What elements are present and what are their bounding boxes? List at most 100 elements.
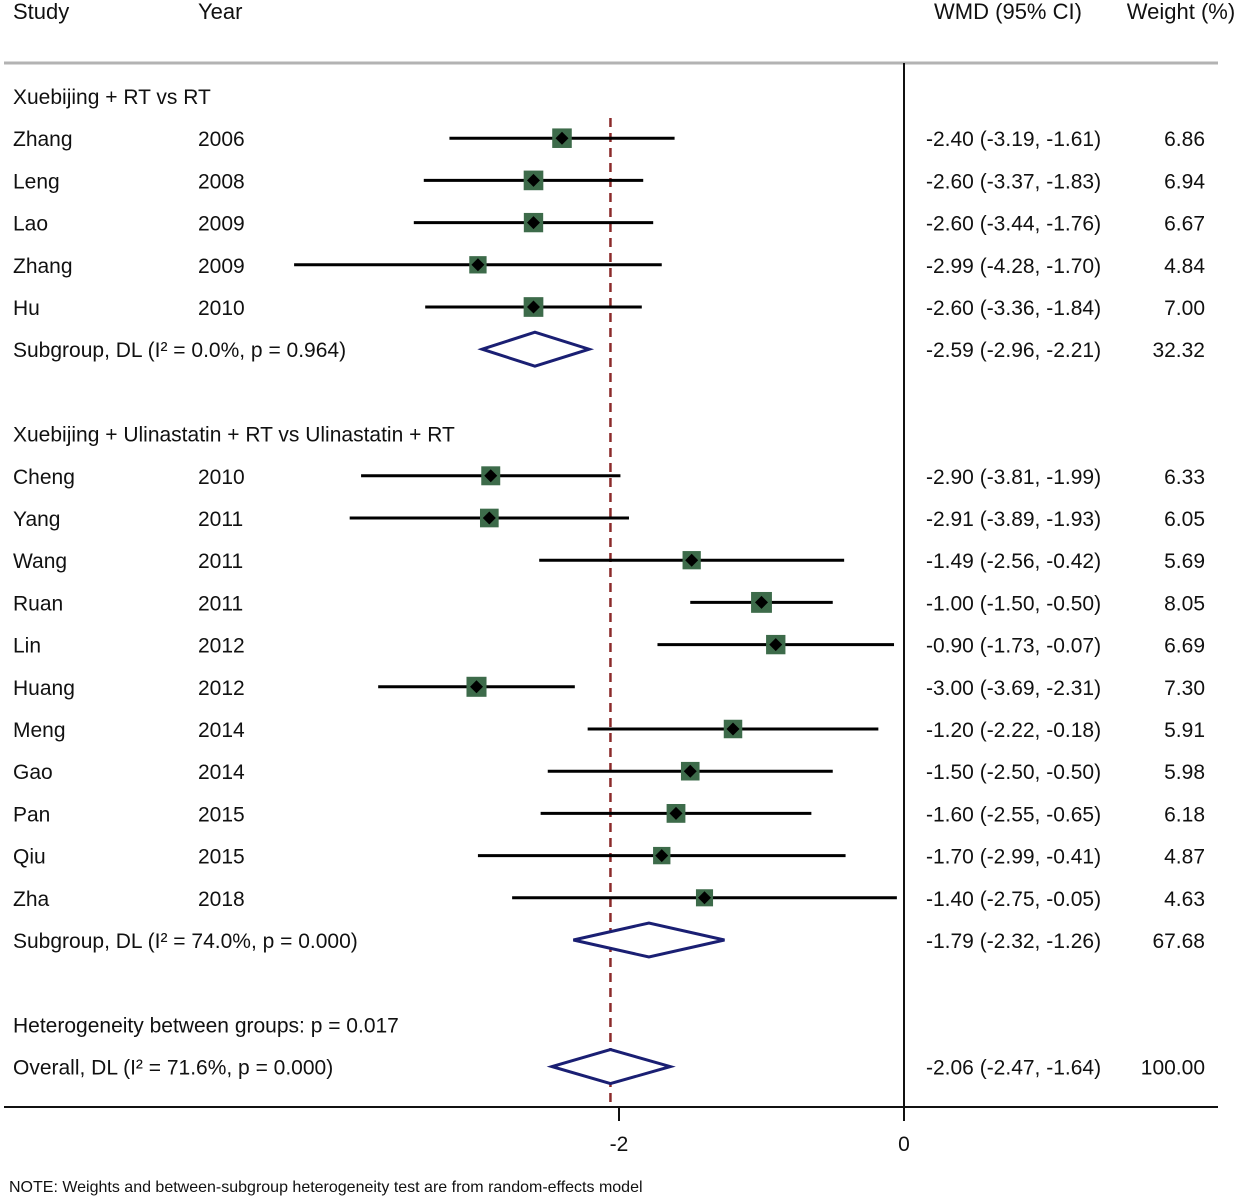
subgroup-summary-weight: 67.68 <box>1152 930 1205 953</box>
study-name: Zhang <box>13 255 73 278</box>
study-name: Yang <box>13 508 61 531</box>
study-weight: 6.05 <box>1164 508 1205 531</box>
subgroup-summary-diamond <box>477 330 595 368</box>
study-ci: -1.50 (-2.50, -0.50) <box>926 761 1101 784</box>
header-year: Year <box>198 0 242 24</box>
study-weight: 6.69 <box>1164 635 1205 658</box>
study-ci: -2.60 (-3.37, -1.83) <box>926 170 1101 193</box>
point-estimate <box>484 469 498 483</box>
study-ci: -1.40 (-2.75, -0.05) <box>926 888 1101 911</box>
point-estimate <box>655 849 669 863</box>
study-weight: 6.94 <box>1164 170 1205 193</box>
frame-rules <box>4 61 1218 1108</box>
study-year: 2014 <box>198 719 245 742</box>
study-name: Cheng <box>13 466 75 489</box>
study-weight: 4.63 <box>1164 888 1205 911</box>
study-name: Zhang <box>13 128 73 151</box>
subgroup-summary-label: Subgroup, DL (I² = 74.0%, p = 0.000) <box>13 930 358 953</box>
study-name: Gao <box>13 761 53 784</box>
study-year: 2006 <box>198 128 245 151</box>
study-year: 2008 <box>198 170 245 193</box>
study-year: 2015 <box>198 803 245 826</box>
study-ci: -2.40 (-3.19, -1.61) <box>926 128 1101 151</box>
study-name: Zha <box>13 888 50 911</box>
study-weight: 6.18 <box>1164 803 1205 826</box>
study-year: 2011 <box>198 550 243 573</box>
study-weight: 6.67 <box>1164 213 1205 236</box>
header-study: Study <box>13 0 69 24</box>
x-tick-label: 0 <box>898 1133 910 1156</box>
row-labels: Xuebijing + RT vs RT Zhang 2006 -2.40 (-3.1… <box>13 86 1205 1080</box>
study-ci: -1.49 (-2.56, -0.42) <box>926 550 1101 573</box>
plot-area <box>294 63 905 1107</box>
study-ci: -1.00 (-1.50, -0.50) <box>926 592 1101 615</box>
study-ci: -2.99 (-4.28, -1.70) <box>926 255 1101 278</box>
header-weight: Weight (%) <box>1127 0 1235 24</box>
study-year: 2011 <box>198 508 243 531</box>
study-weight: 5.69 <box>1164 550 1205 573</box>
study-year: 2010 <box>198 466 245 489</box>
point-estimate <box>726 722 740 736</box>
subgroup-summary-weight: 32.32 <box>1152 339 1205 362</box>
study-year: 2009 <box>198 255 245 278</box>
point-estimate <box>769 638 783 652</box>
study-name: Huang <box>13 677 75 700</box>
point-estimate <box>527 173 540 187</box>
study-name: Leng <box>13 170 60 193</box>
header-effect: WMD (95% CI) <box>934 0 1082 24</box>
study-weight: 5.91 <box>1164 719 1205 742</box>
study-weight: 7.00 <box>1164 297 1205 320</box>
study-ci: -3.00 (-3.69, -2.31) <box>926 677 1101 700</box>
study-year: 2014 <box>198 761 245 784</box>
point-estimate <box>685 553 699 567</box>
study-name: Wang <box>13 550 67 573</box>
overall-summary-weight: 100.00 <box>1141 1057 1205 1080</box>
overall-summary-label: Overall, DL (I² = 71.6%, p = 0.000) <box>13 1057 333 1080</box>
study-year: 2012 <box>198 677 245 700</box>
study-name: Ruan <box>13 592 63 615</box>
study-name: Lin <box>13 635 41 658</box>
study-ci: -2.60 (-3.44, -1.76) <box>926 213 1101 236</box>
study-name: Pan <box>13 803 50 826</box>
point-estimate <box>669 806 683 820</box>
subgroup-title: Xuebijing + Ulinastatin + RT vs Ulinasta… <box>13 424 455 447</box>
heterogeneity-label: Heterogeneity between groups: p = 0.017 <box>13 1014 399 1037</box>
overall-summary-ci: -2.06 (-2.47, -1.64) <box>926 1057 1101 1080</box>
point-estimate <box>470 680 483 694</box>
point-estimate <box>755 595 768 609</box>
study-name: Lao <box>13 213 48 236</box>
study-ci: -1.20 (-2.22, -0.18) <box>926 719 1101 742</box>
study-year: 2010 <box>198 297 245 320</box>
study-ci: -0.90 (-1.73, -0.07) <box>926 635 1101 658</box>
study-weight: 6.86 <box>1164 128 1205 151</box>
subgroup-summary-ci: -1.79 (-2.32, -1.26) <box>926 930 1101 953</box>
study-weight: 5.98 <box>1164 761 1205 784</box>
point-estimate <box>471 258 485 272</box>
study-year: 2011 <box>198 592 243 615</box>
study-year: 2018 <box>198 888 245 911</box>
point-estimate <box>555 131 569 145</box>
x-tick-label: -2 <box>610 1133 629 1156</box>
study-ci: -2.60 (-3.36, -1.84) <box>926 297 1101 320</box>
study-name: Qiu <box>13 846 46 869</box>
point-estimate <box>683 764 697 778</box>
study-year: 2012 <box>198 635 245 658</box>
study-weight: 4.87 <box>1164 846 1205 869</box>
point-estimate <box>482 511 496 525</box>
subgroup-summary-label: Subgroup, DL (I² = 0.0%, p = 0.964) <box>13 339 346 362</box>
point-estimate <box>698 891 711 905</box>
study-ci: -1.60 (-2.55, -0.65) <box>926 803 1101 826</box>
study-weight: 8.05 <box>1164 592 1205 615</box>
subgroup-summary-diamond <box>573 921 725 959</box>
footnote: NOTE: Weights and between-subgroup heter… <box>9 1179 643 1196</box>
subgroup-title: Xuebijing + RT vs RT <box>13 86 211 109</box>
point-estimate <box>527 216 540 230</box>
study-ci: -2.90 (-3.81, -1.99) <box>926 466 1101 489</box>
subgroup-summary-ci: -2.59 (-2.96, -2.21) <box>926 339 1101 362</box>
overall-summary-diamond <box>546 1048 676 1086</box>
study-name: Meng <box>13 719 66 742</box>
study-ci: -2.91 (-3.89, -1.93) <box>926 508 1101 531</box>
point-estimate <box>527 300 540 314</box>
x-axis: -2 0 NOTE: Weights and between-subgroup he… <box>9 1107 910 1196</box>
